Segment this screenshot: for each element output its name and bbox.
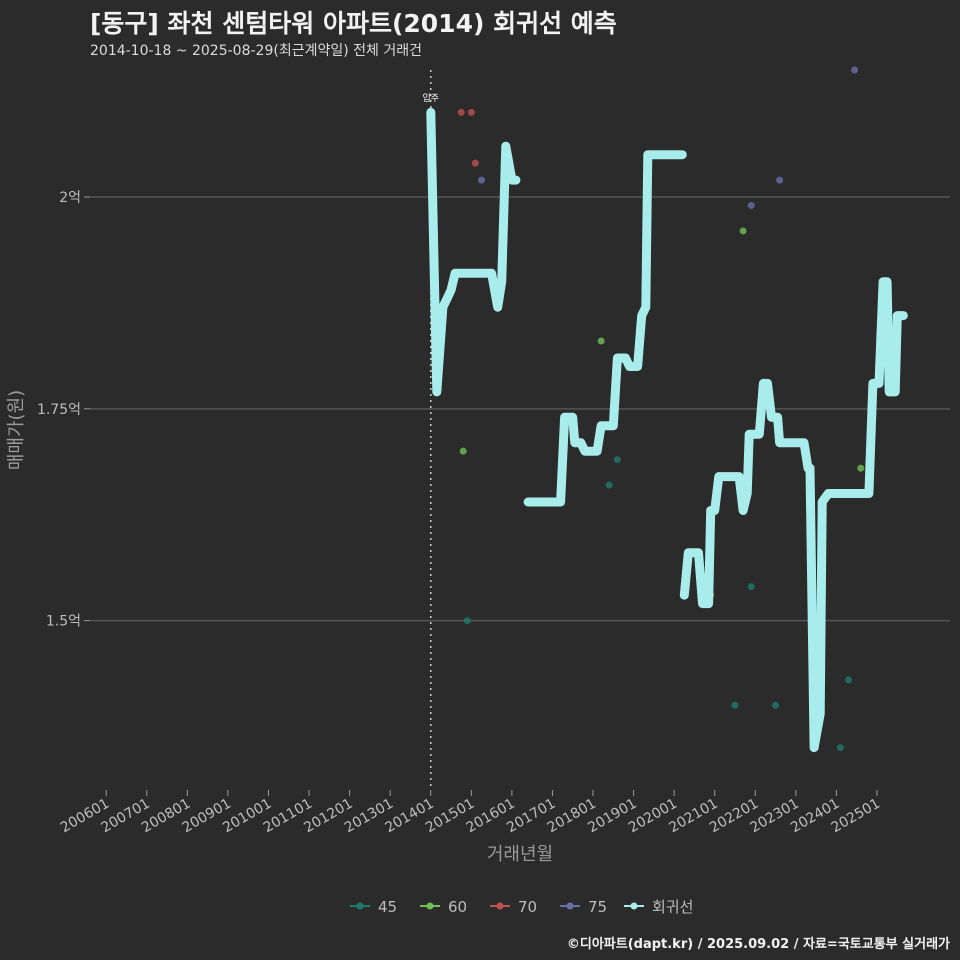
- point-75-3: [851, 66, 859, 74]
- y-tick-label: 1.5억: [46, 614, 81, 630]
- legend-label: 75: [588, 898, 607, 916]
- x-axis-title: 거래년월: [487, 844, 553, 865]
- point-60-4: [857, 464, 865, 472]
- point-45-2: [613, 456, 621, 464]
- point-75-1: [747, 202, 755, 210]
- point-45-7: [845, 676, 853, 684]
- point-75-0: [477, 176, 485, 184]
- point-60-3: [739, 227, 747, 235]
- legend-label: 60: [448, 898, 467, 916]
- regression-segment-1: [523, 150, 687, 507]
- point-70-2: [471, 159, 479, 167]
- legend-swatch-dot-4: [630, 902, 638, 910]
- grid-lines: [90, 196, 950, 622]
- point-60-1: [597, 337, 605, 345]
- regression-line: [426, 107, 908, 753]
- point-60-0: [459, 447, 467, 455]
- point-75-2: [776, 176, 784, 184]
- legend-swatch-dot-3: [566, 902, 574, 910]
- y-axis-ticks: 1.5억 1.75억 2억: [37, 190, 90, 630]
- legend-swatch-dot-0: [356, 902, 364, 910]
- point-45-5: [772, 701, 780, 709]
- legend: 45 60 70 75 회귀선: [350, 898, 693, 916]
- point-45-1: [605, 481, 613, 489]
- y-tick-label: 1.75억: [37, 402, 81, 418]
- move-in-label: 입주: [422, 92, 439, 104]
- x-axis-ticks: 2006012007012008012009012010012011012012…: [58, 790, 883, 836]
- legend-label: 회귀선: [652, 898, 693, 916]
- y-tick-label: 2억: [59, 190, 81, 206]
- legend-swatch-dot-1: [426, 902, 434, 910]
- legend-swatch-dot-2: [496, 902, 504, 910]
- scatter-points: [457, 66, 865, 752]
- chart-title: [동구] 좌천 센텀타워 아파트(2014) 회귀선 예측: [90, 9, 617, 38]
- chart-subtitle: 2014-10-18 ~ 2025-08-29(최근계약일) 전체 거래건: [90, 43, 422, 59]
- point-45-0: [463, 617, 471, 625]
- regression-segment-0: [426, 107, 521, 397]
- y-axis-title: 매매가(원): [6, 390, 27, 470]
- point-70-1: [467, 108, 475, 116]
- legend-label: 70: [518, 898, 537, 916]
- footer-credit: ©디아파트(dapt.kr) / 2025.09.02 / 자료=국토교통부 실…: [566, 937, 950, 952]
- point-45-4: [747, 583, 755, 591]
- point-45-6: [836, 744, 844, 752]
- legend-label: 45: [378, 898, 397, 916]
- regression-segment-2: [679, 277, 908, 753]
- point-45-3: [731, 701, 739, 709]
- point-70-0: [457, 108, 465, 116]
